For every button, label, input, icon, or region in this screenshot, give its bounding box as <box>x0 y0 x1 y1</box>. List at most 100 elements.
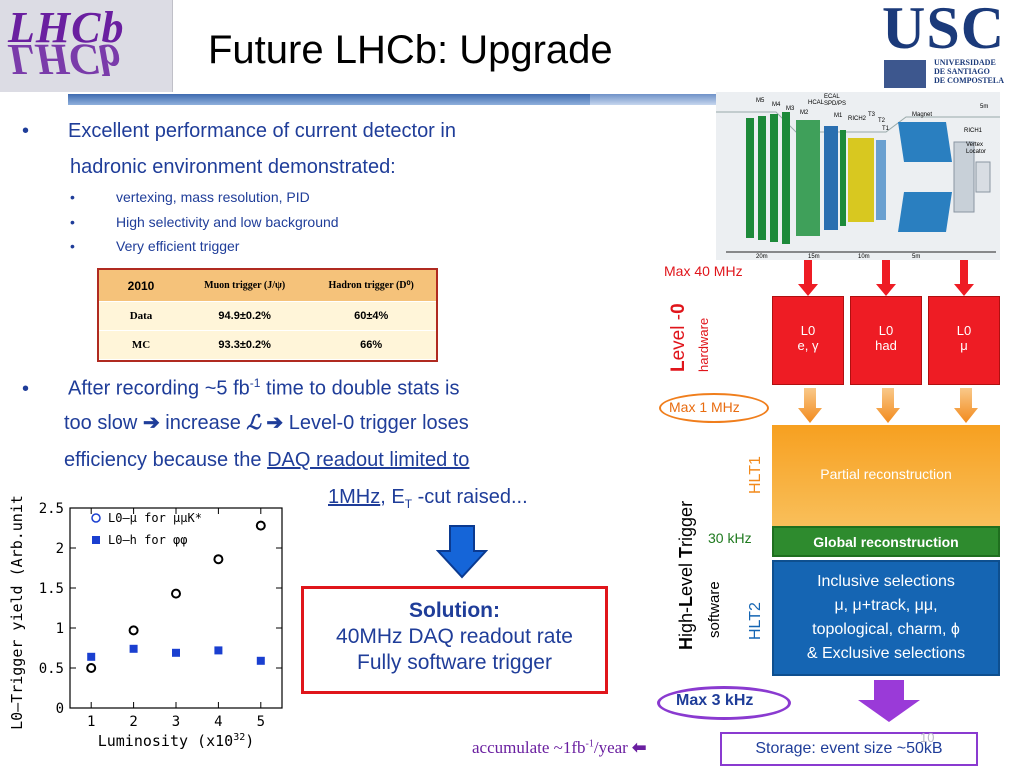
luminosity-symbol: ℒ <box>246 412 261 434</box>
data-point-mu <box>86 663 97 673</box>
lhcb-logo-text: LHCb <box>8 3 125 52</box>
storage-box: Storage: event size ~50kB <box>720 732 978 766</box>
trigger-yield-plot: 0 0.5 1 1.5 2 2.5 1 2 3 4 5 L0–μ for μμK* L0–h for … <box>8 496 283 750</box>
l0-output-arrows <box>798 388 978 423</box>
data-point-mu <box>171 588 181 599</box>
red-down-arrow-icon <box>876 260 896 296</box>
data-point-mu <box>213 554 224 565</box>
right-arrow-icon: ➔ <box>266 412 284 434</box>
y-tick-label: 2 <box>56 541 64 557</box>
orange-down-arrow-icon <box>954 388 978 423</box>
inclusive-selections-label: Inclusive selections <box>817 573 955 590</box>
x-axis-label: Luminosity (x1032) <box>98 732 255 750</box>
bullet-2-line-4: 1MHz, ET -cut raised... <box>328 486 528 511</box>
l0-electron-photon-box: L0 e, γ <box>772 296 844 385</box>
l0-hadron-box: L0 had <box>850 296 922 385</box>
y-tick-label: 2.5 <box>39 501 64 517</box>
solution-title: Solution: <box>409 599 500 622</box>
daq-link: DAQ readout limited to <box>267 449 470 471</box>
data-point-hadron <box>172 648 180 657</box>
usc-logo-text: USC <box>882 0 1006 61</box>
y-tick-label: 0 <box>56 701 64 717</box>
x-tick-label: 1 <box>87 714 95 730</box>
purple-down-arrow-icon <box>858 680 920 722</box>
svg-text:M3: M3 <box>786 106 795 112</box>
solution-box: Solution: 40MHz DAQ readout rate Fully s… <box>301 586 608 694</box>
svg-text:RICH1: RICH1 <box>964 128 983 134</box>
svg-text:HCAL: HCAL <box>808 100 825 106</box>
svg-text:T1: T1 <box>882 126 890 132</box>
svg-text:M1: M1 <box>834 113 843 119</box>
table-row: Data 94.9±0.2% 60±4% <box>99 301 436 332</box>
max-40mhz-label: Max 40 MHz <box>664 263 743 279</box>
legend-label-mu: L0–μ for μμK* <box>108 511 202 525</box>
svg-text:M2: M2 <box>800 110 809 116</box>
svg-text:Magnet: Magnet <box>912 112 932 118</box>
inclusive-channels-label: μ, μ+track, μμ, <box>834 597 938 614</box>
bullet-1-line-2: hadronic environment demonstrated: <box>70 156 396 178</box>
exclusive-selections-label: & Exclusive selections <box>806 645 966 662</box>
global-reconstruction-box: Global reconstruction <box>772 526 1000 557</box>
table-row: MC 93.3±0.2% 66% <box>99 330 436 360</box>
x-tick-label: 2 <box>129 714 137 730</box>
data-point-mu <box>255 520 266 531</box>
page-title: Future LHCb: Upgrade <box>208 28 613 72</box>
red-down-arrow-icon <box>954 260 974 296</box>
y-tick-label: 1 <box>56 621 64 637</box>
data-point-hadron <box>87 652 96 661</box>
data-point-hadron <box>256 656 265 665</box>
topological-label: topological, charm, ϕ <box>812 621 960 638</box>
right-arrow-icon: ➔ <box>142 412 160 434</box>
svg-text:ECAL: ECAL <box>824 94 840 100</box>
title-underline-bar-fade <box>590 94 750 105</box>
legend-marker-hadron <box>92 536 100 544</box>
y-tick-label: 0.5 <box>39 661 64 677</box>
table-header-year: 2010 <box>99 270 183 303</box>
svg-text:T2: T2 <box>878 118 886 124</box>
usc-logo-subtitle: UNIVERSIDADE DE SANTIAGO DE COMPOSTELA <box>934 58 1005 85</box>
down-arrow-icon <box>436 525 488 579</box>
bullet-2-line-2: too slow ➔ increase ℒ ➔ Level-0 trigger … <box>64 412 469 434</box>
table-header-hadron: Hadron trigger (D⁰) <box>306 270 436 303</box>
bullet-marker: • <box>22 120 30 142</box>
title-underline-bar <box>68 94 708 105</box>
bullet-1-line-1: Excellent performance of current detecto… <box>68 120 456 142</box>
legend-marker-mu <box>91 513 101 523</box>
lhcb-detector-image: M5 M4 M3 M2 HCAL ECAL SPD/PS M1 RICH2 T3… <box>716 92 1000 260</box>
sub-bullet-1: vertexing, mass resolution, PID <box>116 189 310 205</box>
svg-text:5m: 5m <box>980 104 988 110</box>
usc-emblem-icon <box>884 60 926 88</box>
hlt2-selections-box: Inclusive selections μ, μ+track, μμ, top… <box>772 560 1000 676</box>
bullet-marker: • <box>22 378 30 400</box>
30khz-label: 30 kHz <box>708 530 752 546</box>
y-axis-label: L0–Trigger yield (Arb.unit) <box>8 496 26 730</box>
svg-text:T3: T3 <box>868 112 876 118</box>
solution-line-2: Fully software trigger <box>357 651 552 674</box>
svg-text:15m: 15m <box>808 254 820 260</box>
y-tick-label: 1.5 <box>39 581 64 597</box>
x-tick-label: 3 <box>172 714 180 730</box>
max-3khz-ellipse <box>657 686 791 720</box>
bullet-2-line-1: After recording ~5 fb-1 time to double s… <box>68 376 460 400</box>
data-point-hadron <box>214 646 223 655</box>
left-arrow-icon: ⬅ <box>632 738 647 757</box>
svg-text:20m: 20m <box>756 254 768 260</box>
sub-bullet-2: High selectivity and low background <box>116 214 339 230</box>
orange-down-arrow-icon <box>798 388 822 423</box>
svg-text:Locator: Locator <box>966 149 986 155</box>
page-number: 10 <box>920 730 935 745</box>
trigger-efficiency-table: 2010 Muon trigger (J/ψ) Hadron trigger (… <box>97 268 438 362</box>
data-point-hadron <box>129 644 138 653</box>
sub-bullet-3: Very efficient trigger <box>116 238 240 254</box>
x-tick-label: 5 <box>257 714 265 730</box>
lhcb-logo: LHCb LHCb <box>0 0 173 92</box>
svg-text:10m: 10m <box>858 254 870 260</box>
accumulate-label: accumulate ~1fb-1/year ⬅ <box>472 738 647 757</box>
usc-logo: USC UNIVERSIDADE DE SANTIAGO DE COMPOSTE… <box>878 0 1024 92</box>
svg-text:M4: M4 <box>772 102 781 108</box>
svg-text:RICH2: RICH2 <box>848 116 867 122</box>
sub-bullet-marker: • <box>70 214 75 230</box>
input-arrows <box>798 260 974 296</box>
max-3khz-label: Max 3 kHz <box>676 692 754 709</box>
table-header-muon: Muon trigger (J/ψ) <box>183 270 307 303</box>
